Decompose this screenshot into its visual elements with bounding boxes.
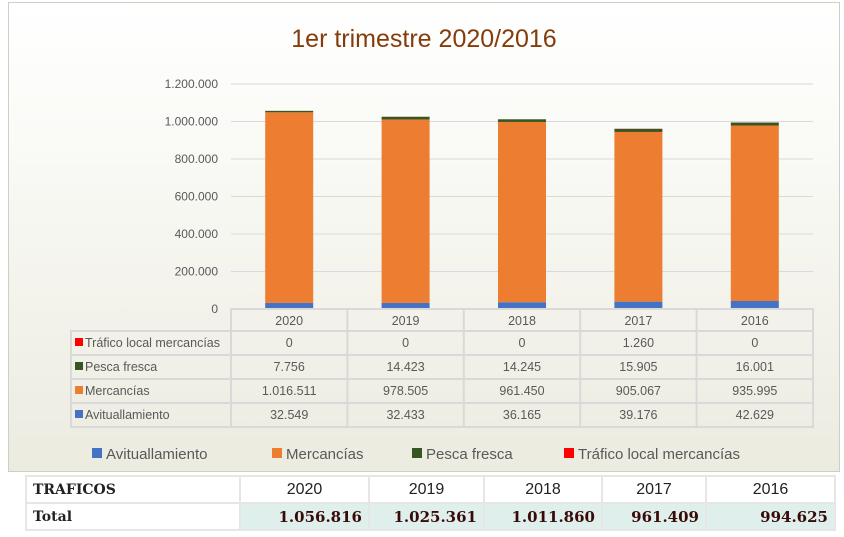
data-label: 0 <box>751 336 758 350</box>
series-label: Tráfico local mercancías <box>85 336 220 350</box>
bar-segment <box>614 131 663 302</box>
data-label: 0 <box>286 336 293 350</box>
year-header: 2017 <box>601 475 707 504</box>
category-label: 2016 <box>741 314 769 328</box>
bar-segment <box>498 119 546 122</box>
bar-segment <box>614 128 663 132</box>
category-label: 2018 <box>508 314 536 328</box>
total-label: Total <box>25 502 241 531</box>
y-tick-label: 1.200.000 <box>165 77 219 91</box>
legend-color-key <box>92 448 102 458</box>
year-header: 2018 <box>483 475 603 504</box>
bar-segment <box>730 122 779 126</box>
legend-color-key <box>412 448 422 458</box>
legend-color-key <box>564 448 574 458</box>
bar-segment <box>498 302 546 309</box>
series-color-key <box>75 386 83 394</box>
total-value: 1.011.860 <box>483 502 603 531</box>
data-label: 935.995 <box>732 384 777 398</box>
data-label: 905.067 <box>616 384 661 398</box>
bar-segment <box>265 112 314 303</box>
total-value: 1.056.816 <box>239 502 370 531</box>
category-label: 2017 <box>624 314 652 328</box>
bar-segment <box>381 119 430 303</box>
total-value: 994.625 <box>705 502 836 531</box>
series-color-key <box>75 362 83 370</box>
bar-segment <box>498 121 546 303</box>
data-label: 14.423 <box>386 360 424 374</box>
year-header: 2016 <box>705 475 836 504</box>
bar-segment <box>730 125 779 302</box>
legend-color-key <box>272 448 282 458</box>
data-label: 42.629 <box>736 408 774 422</box>
legend-label: Tráfico local mercancías <box>578 446 740 463</box>
totals-header-row: TRAFICOS 2020 2019 2018 2017 2016 <box>25 475 836 504</box>
y-tick-label: 600.000 <box>175 190 219 204</box>
bar-segment <box>381 302 430 309</box>
bar-segment <box>614 301 663 309</box>
y-tick-label: 800.000 <box>175 152 219 166</box>
legend-label: Avituallamiento <box>106 446 207 463</box>
series-color-key <box>75 338 83 346</box>
series-label: Mercancías <box>85 384 150 398</box>
data-label: 1.260 <box>623 336 654 350</box>
data-label: 32.433 <box>386 408 424 422</box>
data-label: 1.016.511 <box>262 384 317 398</box>
total-value: 1.025.361 <box>368 502 485 531</box>
data-label: 15.905 <box>619 360 657 374</box>
data-label: 7.756 <box>274 360 305 374</box>
data-label: 0 <box>402 336 409 350</box>
data-label: 0 <box>519 336 526 350</box>
bar-segment <box>730 301 779 309</box>
bar-segment <box>381 116 430 120</box>
stacked-bar-chart: 1er trimestre 2020/2016 0 200.000 400.000 60… <box>70 25 814 463</box>
chart-title: 1er trimestre 2020/2016 <box>291 25 556 53</box>
y-tick-label: 200.000 <box>175 265 219 279</box>
bar-segment <box>265 110 314 113</box>
legend-label: Pesca fresca <box>426 446 513 463</box>
totals-table: TRAFICOS 2020 2019 2018 2017 2016 Total … <box>25 475 836 531</box>
bar-segment <box>265 302 314 309</box>
data-label: 32.549 <box>270 408 308 422</box>
data-label: 978.505 <box>383 384 428 398</box>
series-label: Pesca fresca <box>85 360 157 374</box>
data-label: 39.176 <box>619 408 657 422</box>
year-header: 2020 <box>239 475 370 504</box>
header-label: TRAFICOS <box>25 475 241 504</box>
total-value: 961.409 <box>601 502 707 531</box>
totals-row: Total 1.056.816 1.025.361 1.011.860 961.… <box>25 502 836 531</box>
data-label: 961.450 <box>499 384 544 398</box>
legend-label: Mercancías <box>286 446 364 463</box>
chart-container: 1er trimestre 2020/2016 0 200.000 400.000 60… <box>8 2 840 472</box>
data-label: 14.245 <box>503 360 541 374</box>
y-tick-label: 0 <box>211 302 218 316</box>
category-label: 2020 <box>275 314 303 328</box>
data-label: 16.001 <box>736 360 774 374</box>
y-tick-label: 1.000.000 <box>165 115 219 129</box>
data-label: 36.165 <box>503 408 541 422</box>
y-tick-label: 400.000 <box>175 227 219 241</box>
category-label: 2019 <box>392 314 420 328</box>
series-label: Avituallamiento <box>85 408 170 422</box>
series-color-key <box>75 410 83 418</box>
year-header: 2019 <box>368 475 485 504</box>
